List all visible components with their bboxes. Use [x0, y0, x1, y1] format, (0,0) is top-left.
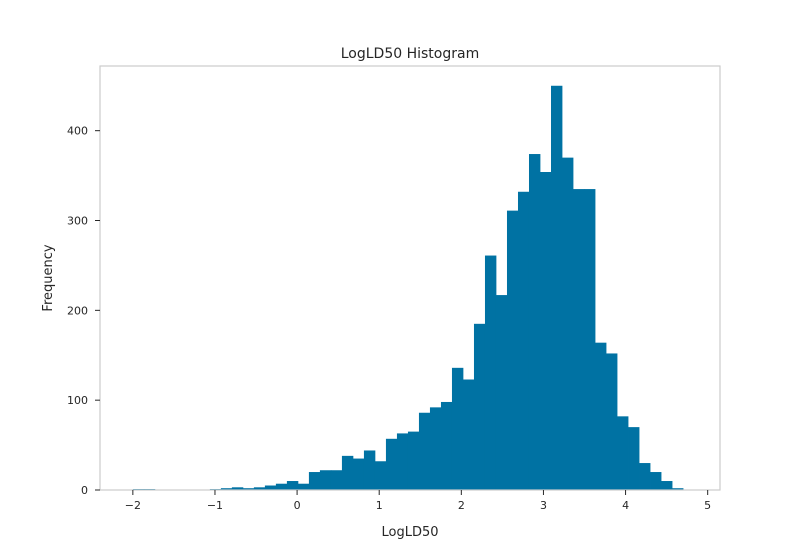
x-axis-label: LogLD50 — [381, 525, 438, 540]
x-tick-label: 4 — [622, 499, 629, 512]
histogram-bar — [595, 342, 607, 490]
y-tick-label: 200 — [67, 304, 88, 317]
histogram-bar — [440, 401, 453, 490]
histogram-bar — [352, 458, 365, 490]
histogram-bar — [286, 481, 299, 490]
histogram-bar — [573, 189, 585, 490]
histogram-bar — [253, 487, 266, 490]
histogram-bar — [473, 323, 486, 490]
histogram-bar — [495, 295, 508, 490]
histogram-bar — [462, 379, 475, 490]
histogram-bar — [639, 463, 651, 490]
y-axis-ticks: 0 100 200 300 400 — [67, 125, 100, 497]
histogram-bar — [550, 85, 563, 491]
histogram-bars — [132, 85, 684, 491]
histogram-bar — [396, 433, 409, 490]
histogram-bar — [385, 438, 398, 490]
histogram-bar — [672, 488, 684, 490]
x-axis-ticks: −2 −1 0 1 2 3 4 5 — [125, 490, 711, 512]
histogram-bar — [407, 431, 420, 490]
histogram-bar — [220, 488, 233, 490]
histogram-bar — [584, 189, 596, 490]
plot-frame — [99, 65, 721, 491]
histogram-bar — [297, 483, 310, 490]
x-tick-label: 1 — [376, 499, 383, 512]
x-tick-label: −1 — [207, 499, 223, 512]
histogram-bar — [231, 487, 244, 490]
histogram-bar — [528, 154, 541, 490]
histogram-bar — [517, 191, 530, 491]
histogram-bar — [363, 450, 376, 490]
histogram-bar — [319, 470, 332, 490]
histogram-bar — [628, 427, 640, 490]
y-tick-label: 0 — [81, 484, 88, 497]
histogram-bar — [484, 255, 497, 490]
histogram-bar — [374, 461, 387, 490]
histogram-bar — [242, 488, 255, 490]
x-tick-label: −2 — [125, 499, 141, 512]
histogram-bar — [418, 412, 431, 490]
x-tick-label: 2 — [458, 499, 465, 512]
x-tick-label: 5 — [704, 499, 711, 512]
histogram-bar — [661, 481, 673, 490]
histogram-bar — [429, 407, 442, 490]
histogram-bar — [617, 416, 629, 490]
histogram-bar — [308, 472, 321, 490]
y-tick-label: 400 — [67, 125, 88, 138]
x-tick-label: 0 — [294, 499, 301, 512]
histogram-bar — [606, 353, 618, 490]
histogram-bar — [506, 210, 519, 490]
histogram-bar — [264, 485, 277, 490]
histogram-bar — [451, 367, 464, 490]
histogram-bar — [341, 455, 354, 490]
histogram-bar — [650, 472, 662, 490]
x-tick-label: 3 — [540, 499, 547, 512]
histogram-bar — [539, 172, 552, 490]
y-tick-label: 300 — [67, 215, 88, 228]
histogram-bar — [562, 157, 574, 490]
histogram-bar — [275, 483, 288, 490]
y-axis-label: Frequency — [41, 244, 56, 311]
chart-title: LogLD50 Histogram — [341, 46, 479, 62]
y-tick-label: 100 — [67, 394, 88, 407]
histogram-bar — [330, 470, 343, 490]
